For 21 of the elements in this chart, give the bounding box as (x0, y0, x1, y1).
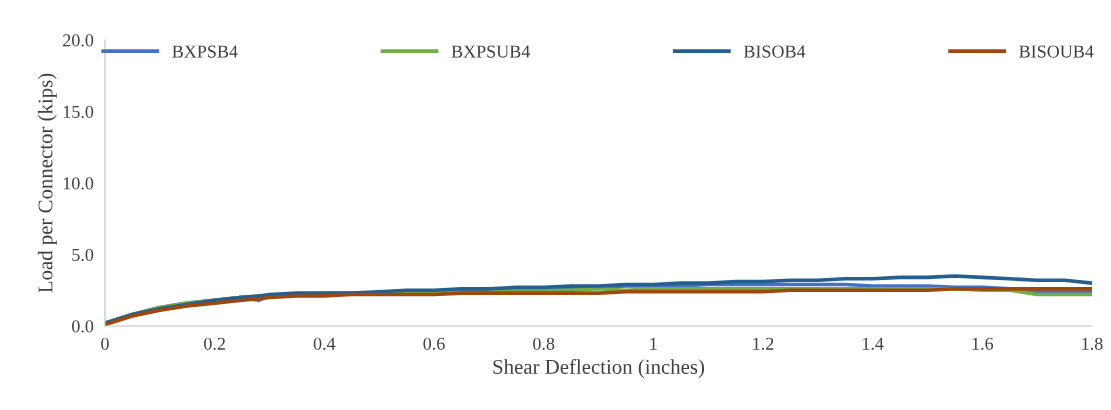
y-tick-label: 15.0 (63, 105, 94, 119)
legend-label: BISOUB4 (1019, 45, 1094, 58)
x-tick-label: 1.8 (1082, 337, 1103, 350)
x-tick-label: 1 (650, 337, 657, 350)
x-axis-title: Shear Deflection (inches) (493, 359, 705, 379)
y-axis-title: Load per Connector (kips) (37, 73, 57, 293)
legend-label: BISOB4 (743, 45, 806, 58)
x-tick-label: 0 (101, 337, 109, 350)
x-tick-label: 0.2 (204, 337, 225, 350)
y-tick-label: 0.0 (72, 320, 94, 333)
x-tick-label: 0.4 (313, 337, 336, 350)
x-tick-label: 0.6 (423, 337, 445, 350)
legend-label: BXPSUB4 (451, 45, 531, 58)
y-tick-label: 10.0 (63, 177, 94, 190)
x-tick-label: 1.6 (972, 337, 994, 350)
x-tick-label: 1.4 (862, 337, 884, 350)
x-tick-label: 1.2 (753, 337, 774, 350)
y-tick-label: 20.0 (63, 34, 94, 47)
legend-label: BXPSB4 (172, 45, 238, 58)
y-tick-label: 5.0 (72, 248, 94, 262)
x-tick-label: 0.8 (533, 337, 555, 350)
